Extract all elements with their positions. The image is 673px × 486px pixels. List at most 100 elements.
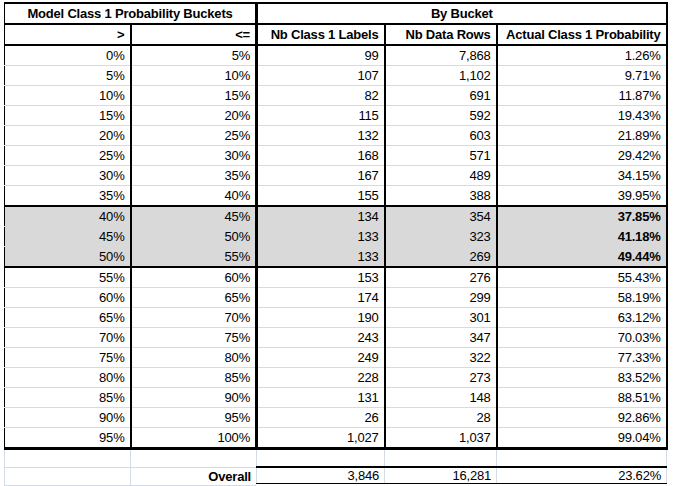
cell-lte[interactable]: 20% (131, 106, 257, 126)
col-header-actual-probability[interactable]: Actual Class 1 Probability (497, 24, 667, 45)
cell-actual-probability[interactable]: 39.95% (497, 186, 667, 207)
cell-nb-data-rows[interactable]: 301 (385, 308, 497, 328)
cell-nb-class1-labels[interactable]: 133 (257, 247, 385, 268)
cell-lte[interactable]: 60% (131, 267, 257, 288)
group-header-model-buckets[interactable]: Model Class 1 Probability Buckets (5, 3, 257, 24)
cell-lte[interactable]: 5% (131, 45, 257, 66)
cell-gt[interactable]: 35% (5, 186, 131, 207)
cell-actual-probability[interactable]: 55.43% (497, 267, 667, 288)
cell-nb-data-rows[interactable]: 691 (385, 86, 497, 106)
cell-gt[interactable]: 40% (5, 206, 131, 227)
overall-nb-class1-labels[interactable]: 3,846 (257, 467, 385, 485)
cell-actual-probability[interactable]: 1.26% (497, 45, 667, 66)
cell-gt[interactable]: 15% (5, 106, 131, 126)
empty-cell[interactable] (131, 449, 257, 468)
cell-nb-class1-labels[interactable]: 249 (257, 348, 385, 368)
cell-actual-probability[interactable]: 92.86% (497, 408, 667, 428)
cell-actual-probability[interactable]: 29.42% (497, 146, 667, 166)
empty-cell[interactable] (257, 449, 385, 468)
cell-nb-class1-labels[interactable]: 133 (257, 227, 385, 247)
cell-lte[interactable]: 80% (131, 348, 257, 368)
cell-nb-data-rows[interactable]: 28 (385, 408, 497, 428)
overall-nb-data-rows[interactable]: 16,281 (385, 467, 497, 485)
empty-cell[interactable] (385, 449, 497, 468)
cell-nb-data-rows[interactable]: 347 (385, 328, 497, 348)
cell-nb-class1-labels[interactable]: 99 (257, 45, 385, 66)
group-header-by-bucket[interactable]: By Bucket (257, 3, 667, 24)
cell-lte[interactable]: 30% (131, 146, 257, 166)
cell-nb-data-rows[interactable]: 269 (385, 247, 497, 268)
cell-nb-data-rows[interactable]: 273 (385, 368, 497, 388)
cell-actual-probability[interactable]: 34.15% (497, 166, 667, 186)
cell-actual-probability[interactable]: 63.12% (497, 308, 667, 328)
cell-lte[interactable]: 50% (131, 227, 257, 247)
cell-actual-probability[interactable]: 49.44% (497, 247, 667, 268)
col-header-nb-data-rows[interactable]: Nb Data Rows (385, 24, 497, 45)
cell-lte[interactable]: 100% (131, 428, 257, 449)
cell-nb-class1-labels[interactable]: 115 (257, 106, 385, 126)
cell-nb-data-rows[interactable]: 489 (385, 166, 497, 186)
cell-nb-class1-labels[interactable]: 190 (257, 308, 385, 328)
cell-actual-probability[interactable]: 58.19% (497, 288, 667, 308)
cell-gt[interactable]: 65% (5, 308, 131, 328)
cell-lte[interactable]: 45% (131, 206, 257, 227)
cell-gt[interactable]: 5% (5, 66, 131, 86)
cell-actual-probability[interactable]: 88.51% (497, 388, 667, 408)
cell-nb-data-rows[interactable]: 322 (385, 348, 497, 368)
cell-actual-probability[interactable]: 19.43% (497, 106, 667, 126)
cell-lte[interactable]: 15% (131, 86, 257, 106)
cell-lte[interactable]: 85% (131, 368, 257, 388)
cell-gt[interactable]: 45% (5, 227, 131, 247)
cell-gt[interactable]: 50% (5, 247, 131, 268)
cell-actual-probability[interactable]: 83.52% (497, 368, 667, 388)
cell-nb-data-rows[interactable]: 1,102 (385, 66, 497, 86)
cell-nb-class1-labels[interactable]: 132 (257, 126, 385, 146)
cell-lte[interactable]: 70% (131, 308, 257, 328)
cell-lte[interactable]: 10% (131, 66, 257, 86)
cell-actual-probability[interactable]: 11.87% (497, 86, 667, 106)
col-header-nb-class1-labels[interactable]: Nb Class 1 Labels (257, 24, 385, 45)
cell-gt[interactable]: 90% (5, 408, 131, 428)
cell-nb-class1-labels[interactable]: 134 (257, 206, 385, 227)
cell-lte[interactable]: 35% (131, 166, 257, 186)
cell-actual-probability[interactable]: 37.85% (497, 206, 667, 227)
cell-nb-data-rows[interactable]: 7,868 (385, 45, 497, 66)
cell-gt[interactable]: 0% (5, 45, 131, 66)
empty-cell[interactable] (5, 449, 131, 468)
cell-nb-class1-labels[interactable]: 167 (257, 166, 385, 186)
cell-nb-class1-labels[interactable]: 155 (257, 186, 385, 207)
cell-gt[interactable]: 10% (5, 86, 131, 106)
cell-nb-class1-labels[interactable]: 26 (257, 408, 385, 428)
overall-actual-probability[interactable]: 23.62% (497, 467, 667, 485)
cell-lte[interactable]: 25% (131, 126, 257, 146)
overall-label[interactable]: Overall (131, 467, 257, 485)
cell-actual-probability[interactable]: 99.04% (497, 428, 667, 449)
col-header-less-equal[interactable]: <= (131, 24, 257, 45)
cell-nb-data-rows[interactable]: 299 (385, 288, 497, 308)
cell-nb-data-rows[interactable]: 571 (385, 146, 497, 166)
cell-nb-data-rows[interactable]: 276 (385, 267, 497, 288)
cell-nb-data-rows[interactable]: 148 (385, 388, 497, 408)
cell-lte[interactable]: 90% (131, 388, 257, 408)
col-header-greater-than[interactable]: > (5, 24, 131, 45)
cell-actual-probability[interactable]: 21.89% (497, 126, 667, 146)
cell-lte[interactable]: 40% (131, 186, 257, 207)
cell-gt[interactable]: 25% (5, 146, 131, 166)
cell-gt[interactable]: 70% (5, 328, 131, 348)
cell-gt[interactable]: 85% (5, 388, 131, 408)
cell-gt[interactable]: 30% (5, 166, 131, 186)
cell-gt[interactable]: 20% (5, 126, 131, 146)
cell-nb-class1-labels[interactable]: 1,027 (257, 428, 385, 449)
cell-nb-class1-labels[interactable]: 228 (257, 368, 385, 388)
cell-lte[interactable]: 65% (131, 288, 257, 308)
cell-actual-probability[interactable]: 70.03% (497, 328, 667, 348)
cell-nb-class1-labels[interactable]: 174 (257, 288, 385, 308)
cell-gt[interactable]: 80% (5, 368, 131, 388)
cell-nb-data-rows[interactable]: 354 (385, 206, 497, 227)
cell-nb-data-rows[interactable]: 603 (385, 126, 497, 146)
cell-lte[interactable]: 95% (131, 408, 257, 428)
cell-gt[interactable]: 75% (5, 348, 131, 368)
cell-nb-data-rows[interactable]: 323 (385, 227, 497, 247)
cell-lte[interactable]: 55% (131, 247, 257, 268)
cell-actual-probability[interactable]: 9.71% (497, 66, 667, 86)
